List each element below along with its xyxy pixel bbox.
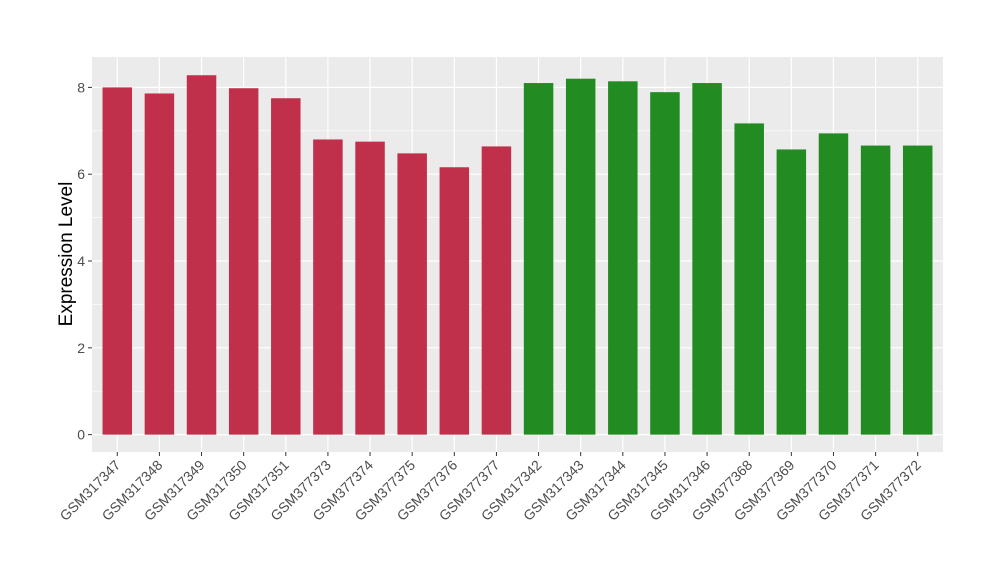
bar-GSM317346 bbox=[692, 83, 722, 435]
bar-GSM317348 bbox=[144, 93, 175, 435]
x-axis: GSM317347GSM317348GSM317349GSM317350GSM3… bbox=[56, 452, 924, 524]
bar-GSM317350 bbox=[228, 88, 259, 435]
bar-GSM317342 bbox=[523, 83, 554, 435]
bar-GSM317343 bbox=[565, 78, 596, 435]
y-axis: 0 2 4 6 8 bbox=[77, 79, 92, 443]
plot-panel bbox=[92, 57, 943, 452]
bars bbox=[102, 75, 933, 435]
y-tick-label: 4 bbox=[77, 253, 85, 269]
bar-GSM377374 bbox=[355, 141, 385, 435]
bar-GSM317347 bbox=[102, 87, 133, 435]
bar-GSM317351 bbox=[271, 98, 301, 435]
bar-GSM317345 bbox=[650, 92, 680, 435]
y-tick-label: 6 bbox=[77, 166, 85, 182]
bar-GSM377369 bbox=[776, 149, 807, 435]
bar-GSM377377 bbox=[481, 146, 512, 435]
bar-GSM317349 bbox=[186, 75, 217, 435]
y-tick-label: 8 bbox=[77, 79, 85, 95]
bar-GSM317344 bbox=[608, 81, 638, 435]
y-tick-label: 0 bbox=[77, 427, 85, 443]
y-axis-title: Expression Level bbox=[56, 182, 77, 327]
bar-GSM377376 bbox=[439, 167, 470, 435]
bar-GSM377372 bbox=[902, 145, 933, 435]
bar-GSM377375 bbox=[397, 153, 427, 435]
bar-GSM377370 bbox=[818, 133, 849, 435]
y-tick-label: 2 bbox=[77, 340, 85, 356]
bar-GSM377368 bbox=[734, 123, 764, 435]
bar-GSM377373 bbox=[313, 139, 343, 435]
bar-GSM377371 bbox=[860, 145, 891, 435]
